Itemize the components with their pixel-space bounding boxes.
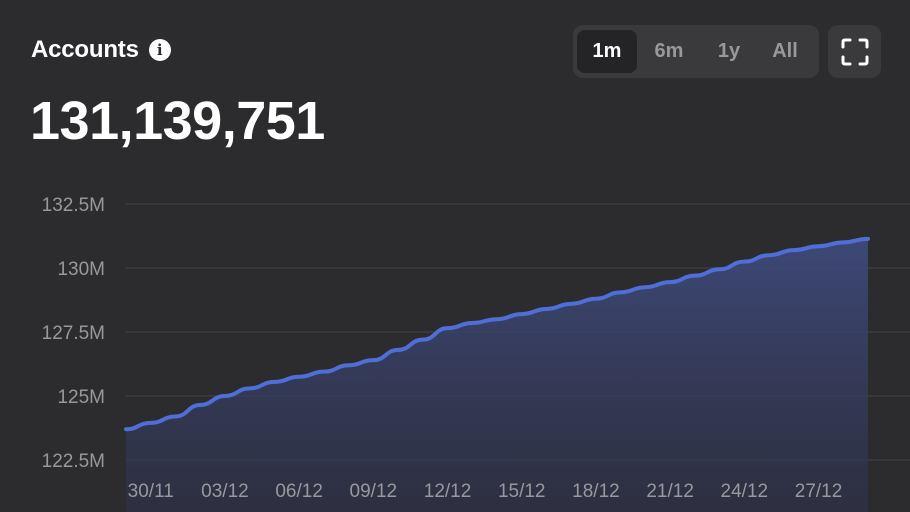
y-axis-ticks: 132.5M 130M 127.5M 125M 122.5M xyxy=(42,195,105,472)
data-point[interactable] xyxy=(293,371,305,383)
fullscreen-icon xyxy=(841,38,868,65)
range-option-all[interactable]: All xyxy=(772,40,798,62)
data-point[interactable] xyxy=(318,366,330,378)
data-point[interactable] xyxy=(813,240,825,252)
x-tick-label: 09/12 xyxy=(350,481,398,502)
data-point[interactable] xyxy=(120,423,132,435)
range-option-6m[interactable]: 6m xyxy=(654,40,684,62)
x-tick-label: 12/12 xyxy=(424,481,472,502)
data-point[interactable] xyxy=(714,263,726,275)
x-tick-label: 18/12 xyxy=(572,481,620,502)
data-point[interactable] xyxy=(788,244,800,256)
y-tick-label: 132.5M xyxy=(42,195,105,216)
data-point[interactable] xyxy=(862,233,874,245)
y-tick-label: 130M xyxy=(57,259,105,280)
data-point[interactable] xyxy=(466,317,478,329)
x-tick-label: 15/12 xyxy=(498,481,546,502)
series-line-path xyxy=(124,236,870,432)
data-point[interactable] xyxy=(145,417,157,429)
x-axis-ticks: 30/11 03/12 06/12 09/12 12/12 15/12 18/12 21/12… xyxy=(128,481,843,502)
area-fill xyxy=(126,238,868,512)
series-area xyxy=(126,238,868,512)
x-tick-label: 27/12 xyxy=(795,481,843,502)
data-point[interactable] xyxy=(516,308,528,320)
data-point[interactable] xyxy=(343,359,355,371)
fullscreen-button[interactable] xyxy=(828,25,881,78)
data-point[interactable] xyxy=(738,256,750,268)
page-title: Accounts xyxy=(31,36,139,63)
data-point[interactable] xyxy=(565,298,577,310)
info-icon[interactable]: i xyxy=(148,39,171,61)
data-point[interactable] xyxy=(664,276,676,288)
data-point[interactable] xyxy=(590,293,602,305)
data-point[interactable] xyxy=(169,410,181,422)
x-tick-label: 24/12 xyxy=(721,481,769,502)
data-point[interactable] xyxy=(367,354,379,366)
y-tick-label: 127.5M xyxy=(42,323,105,344)
data-point[interactable] xyxy=(763,249,775,261)
y-tick-label: 125M xyxy=(57,387,105,408)
data-point[interactable] xyxy=(540,303,552,315)
range-option-1y[interactable]: 1y xyxy=(717,40,741,62)
data-point[interactable] xyxy=(268,376,280,388)
x-tick-label: 06/12 xyxy=(275,481,323,502)
data-point[interactable] xyxy=(392,344,404,356)
data-point[interactable] xyxy=(219,390,231,402)
data-point[interactable] xyxy=(689,270,701,282)
data-point[interactable] xyxy=(417,334,429,346)
x-tick-label: 30/11 xyxy=(128,481,174,502)
range-selector: 1m 6m 1y All xyxy=(573,25,819,78)
data-point[interactable] xyxy=(194,399,206,411)
data-point[interactable] xyxy=(244,382,256,394)
data-point[interactable] xyxy=(837,236,849,248)
data-point[interactable] xyxy=(639,281,651,293)
y-tick-label: 122.5M xyxy=(42,451,105,472)
x-tick-label: 03/12 xyxy=(201,481,249,502)
data-point[interactable] xyxy=(491,313,503,325)
series-line xyxy=(124,236,870,432)
total-accounts-value: 131,139,751 xyxy=(30,91,325,151)
header: Accounts i xyxy=(31,36,171,64)
range-option-1m[interactable]: 1m xyxy=(577,30,637,73)
x-tick-label: 21/12 xyxy=(646,481,694,502)
data-point[interactable] xyxy=(615,286,627,298)
data-point[interactable] xyxy=(442,322,454,334)
